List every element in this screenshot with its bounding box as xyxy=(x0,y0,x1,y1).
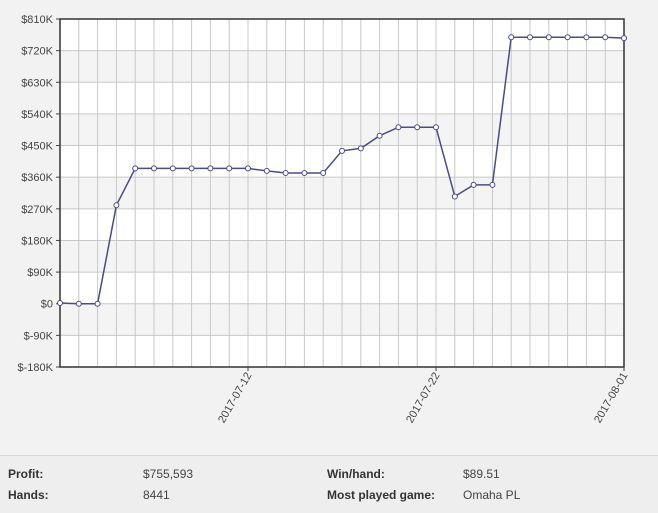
data-point xyxy=(433,124,439,131)
win-per-hand-label: Win/hand: xyxy=(327,467,385,481)
data-point xyxy=(75,300,82,307)
data-point xyxy=(508,34,515,41)
data-point xyxy=(527,34,533,41)
data-point xyxy=(169,165,176,172)
hands-label: Hands: xyxy=(8,488,49,502)
stats-panel: Profit: $755,593 Win/hand: $89.51 Hands:… xyxy=(0,455,658,513)
y-tick-label: $720K xyxy=(21,46,53,58)
data-point xyxy=(113,202,120,209)
data-point xyxy=(282,169,289,176)
data-point xyxy=(301,169,308,176)
hands-value: 8441 xyxy=(143,488,170,502)
data-point xyxy=(395,124,402,131)
data-point xyxy=(451,193,458,200)
data-point xyxy=(226,165,233,172)
x-tick-label: 2017-07-22 xyxy=(404,371,443,426)
profit-chart: $810K $720K $630K $540K $450K $360K $270K $180K… xyxy=(18,14,631,426)
data-point xyxy=(545,34,552,41)
x-tick-label: 2017-08-01 xyxy=(592,371,631,426)
data-point xyxy=(263,167,270,174)
most-played-game-value: Omaha PL xyxy=(463,488,521,502)
y-tick-label: $-180K xyxy=(18,362,54,374)
y-tick-label: $-90K xyxy=(24,330,54,342)
data-point xyxy=(583,34,590,41)
data-point xyxy=(621,35,627,42)
data-point xyxy=(376,132,383,139)
data-point xyxy=(132,165,139,172)
y-tick-label: $90K xyxy=(27,267,53,279)
profit-chart-svg: $810K $720K $630K $540K $450K $360K $270K $180K… xyxy=(18,14,631,426)
profit-value: $755,593 xyxy=(143,467,194,481)
y-tick-label: $540K xyxy=(21,109,53,121)
data-point xyxy=(94,300,101,307)
profit-label: Profit: xyxy=(8,467,44,481)
data-point xyxy=(320,169,327,176)
data-point xyxy=(470,181,477,188)
plot-border xyxy=(59,18,625,368)
data-point xyxy=(339,147,345,154)
y-tick-label: $360K xyxy=(21,172,53,184)
y-tick-label: $450K xyxy=(21,141,53,153)
y-tick-label: $180K xyxy=(21,235,53,247)
data-point xyxy=(188,165,195,172)
data-point xyxy=(489,181,496,188)
win-per-hand-value: $89.51 xyxy=(463,467,500,481)
data-point xyxy=(564,34,571,41)
y-tick-label: $810K xyxy=(21,14,53,26)
data-point xyxy=(357,145,364,152)
data-point xyxy=(57,300,63,307)
y-tick-label: $0 xyxy=(41,299,53,311)
data-point xyxy=(414,124,421,131)
most-played-game-label: Most played game: xyxy=(327,488,436,502)
data-point xyxy=(602,34,609,41)
data-point xyxy=(207,165,214,172)
x-tick-label: 2017-07-12 xyxy=(216,371,255,426)
y-tick-label: $630K xyxy=(21,77,53,89)
data-point xyxy=(151,165,157,172)
data-point xyxy=(245,165,251,172)
y-tick-label: $270K xyxy=(21,204,53,216)
